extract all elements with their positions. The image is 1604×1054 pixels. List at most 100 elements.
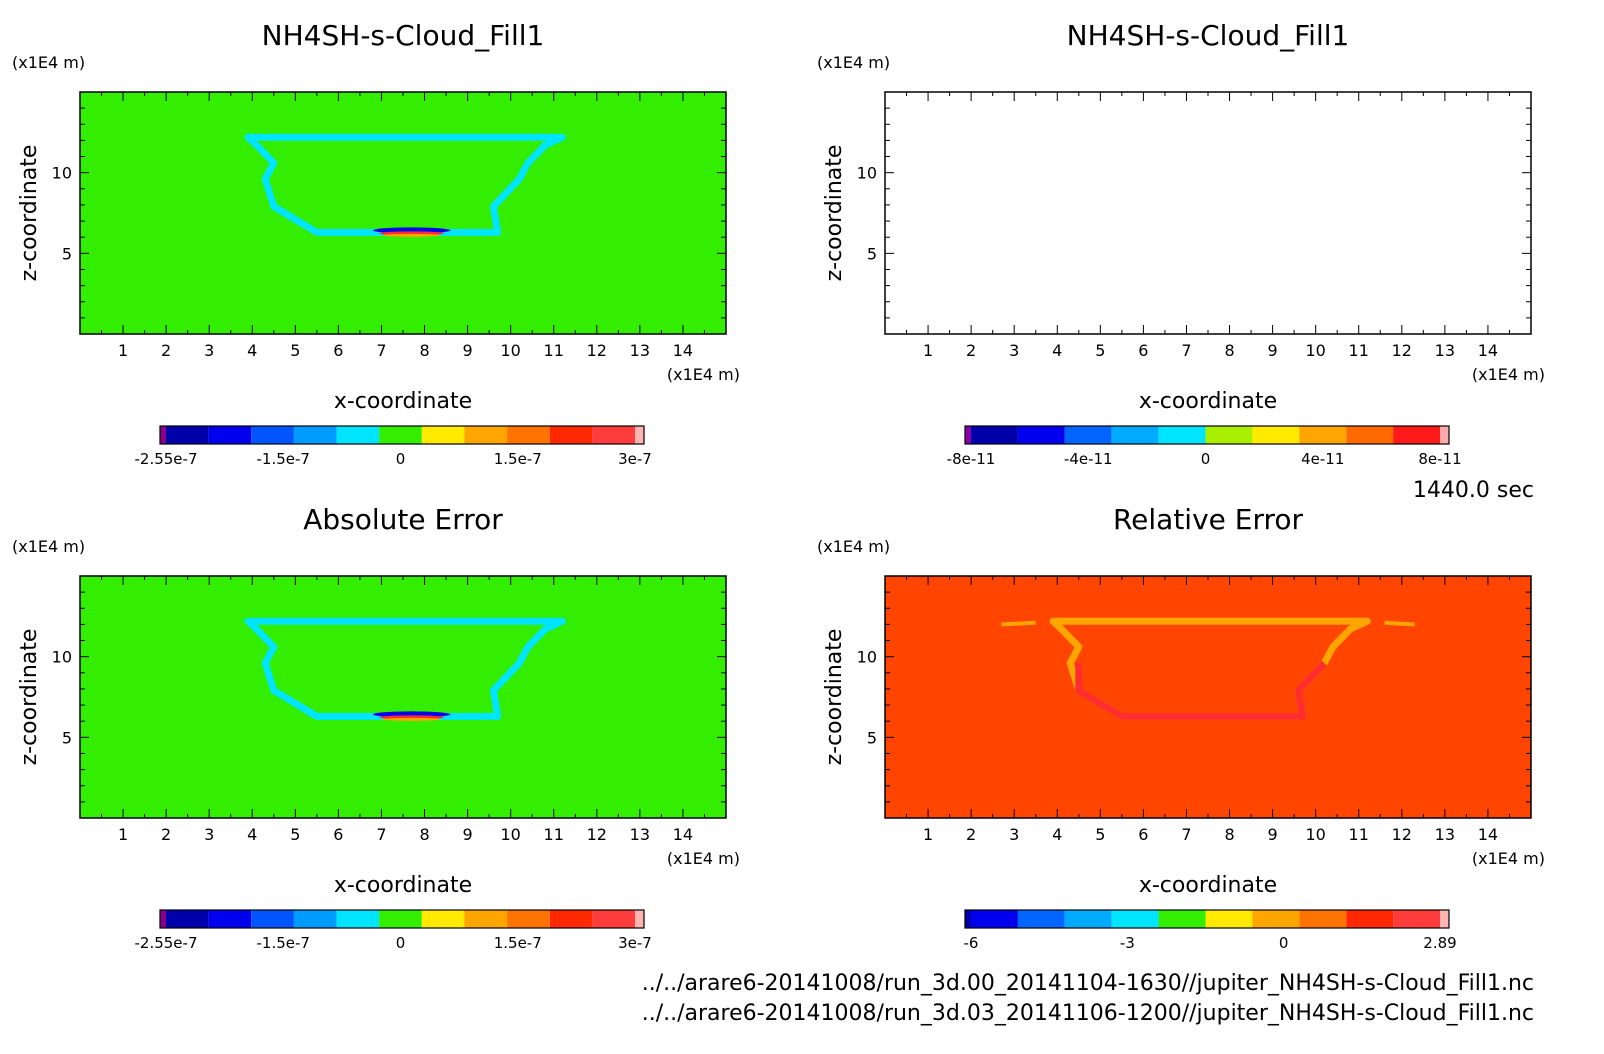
colorbar-cell [208,910,252,928]
x-tick-label: 2 [161,825,171,844]
colorbar-cell [549,910,593,928]
x-tick-label: 2 [161,341,171,360]
x-tick-label: 7 [376,825,386,844]
plot-background [885,576,1531,818]
colorbar-cell [1064,910,1112,928]
colorbar-cell [421,910,465,928]
cloud-outline [244,617,566,720]
colorbar-cell [379,426,422,444]
colorbar-cell [592,910,635,928]
x-tick-label: 4 [1052,341,1062,360]
x-axis-label: x-coordinate [1139,389,1277,414]
colorbar-cell [1205,426,1253,444]
colorbar-cell [1064,426,1112,444]
x-tick-label: 14 [1478,341,1498,360]
x-tick-label: 10 [1305,341,1325,360]
x-tick-label: 11 [544,825,564,844]
x-tick-label: 6 [1138,825,1148,844]
colorbar-frame [964,909,1450,929]
colorbar-label: -2.55e-7 [135,934,198,952]
colorbar-label: 0 [1201,450,1211,468]
x-tick-label: 9 [463,341,473,360]
panel-1: NH4SH-s-Cloud_Fill1(x1E4 m)1 2 3 4 5 6 7 8 9 10 11… [12,19,740,468]
x-tick-label: 12 [1392,341,1412,360]
colorbar-cell [1440,426,1449,444]
colorbar-label: 8e-11 [1418,450,1461,468]
x-tick-label: 8 [419,825,429,844]
colorbar-cell [251,426,294,444]
cloud-core-edge [382,717,441,721]
colorbar-cell [1346,426,1394,444]
colorbar-label: 0 [396,450,406,468]
x-tick-label: 13 [1435,825,1455,844]
x-tick-label: 1 [118,341,128,360]
colorbar-label: -1.5e-7 [257,934,310,952]
colorbar-cell [635,426,644,444]
y-axis-label: z-coordinate [822,629,847,766]
x-tick-label: 10 [1305,825,1325,844]
colorbar-cell [635,910,644,928]
colorbar-cell [160,426,166,444]
x-tick-label: 3 [204,825,214,844]
colorbar-cell [1299,426,1347,444]
panel-title: NH4SH-s-Cloud_Fill1 [1067,19,1350,52]
x-tick-label: 1 [923,825,933,844]
colorbar-frame [159,425,645,445]
y-unit-label: (x1E4 m) [817,537,890,556]
x-tick-label: 1 [118,825,128,844]
colorbar-label: 1.5e-7 [494,934,542,952]
cloud-left-tip [1001,620,1036,627]
y-unit-label: (x1E4 m) [817,53,890,72]
panel-2: NH4SH-s-Cloud_Fill1(x1E4 m)1 2 3 4 5 6 7 8 9 10 11… [817,19,1545,468]
panel-4: Relative Error(x1E4 m)1 2 3 4 5 6 7 8 9 10 11 12 13 1… [817,503,1545,952]
colorbar-cell [1346,910,1394,928]
colorbar-cell [1252,426,1300,444]
x-tick-label: 5 [1095,825,1105,844]
colorbar-cell [208,426,252,444]
colorbar-cell [464,426,508,444]
x-tick-label: 10 [500,341,520,360]
colorbar-label: 1.5e-7 [494,450,542,468]
colorbar-label: 3e-7 [618,934,652,952]
x-tick-label: 4 [247,341,257,360]
x-tick-label: 6 [333,825,343,844]
file-path-2: ../../arare6-20141008/run_3d.03_20141106… [642,1001,1534,1026]
colorbar-frame [964,425,1450,445]
x-axis-label: x-coordinate [1139,873,1277,898]
plot-background [80,92,726,334]
colorbar-cell [1393,426,1440,444]
x-unit-label: (x1E4 m) [1472,849,1545,868]
x-tick-label: 12 [587,341,607,360]
panel-title: Relative Error [1113,503,1304,536]
x-tick-label: 5 [290,825,300,844]
x-tick-label: 4 [247,825,257,844]
colorbar-label: -4e-11 [1064,450,1113,468]
colorbar-cell [166,426,209,444]
y-unit-label: (x1E4 m) [12,537,85,556]
colorbar-cell [971,426,1018,444]
x-tick-label: 5 [1095,341,1105,360]
colorbar-cell [336,426,380,444]
colorbar-label: -8e-11 [947,450,996,468]
panel-title: NH4SH-s-Cloud_Fill1 [262,19,545,52]
x-tick-label: 2 [966,341,976,360]
colorbar-cell [971,910,1018,928]
colorbar-label: 0 [396,934,406,952]
colorbar-cell [1158,910,1206,928]
x-tick-label: 14 [673,825,693,844]
x-tick-label: 8 [1224,825,1234,844]
cloud-right-tip [1384,620,1415,627]
colorbar-cell [965,910,971,928]
colorbar-cell [965,426,971,444]
x-tick-label: 13 [1435,341,1455,360]
colorbar-label: -1.5e-7 [257,450,310,468]
y-tick-label: 5 [62,728,72,747]
colorbar-cell [1393,910,1440,928]
file-path-1: ../../arare6-20141008/run_3d.00_20141104… [642,971,1534,996]
colorbar-cell [1017,426,1065,444]
colorbar-cell [1205,910,1253,928]
x-axis-label: x-coordinate [334,389,472,414]
colorbar-cell [507,426,550,444]
x-tick-label: 1 [923,341,933,360]
x-tick-label: 9 [1268,825,1278,844]
